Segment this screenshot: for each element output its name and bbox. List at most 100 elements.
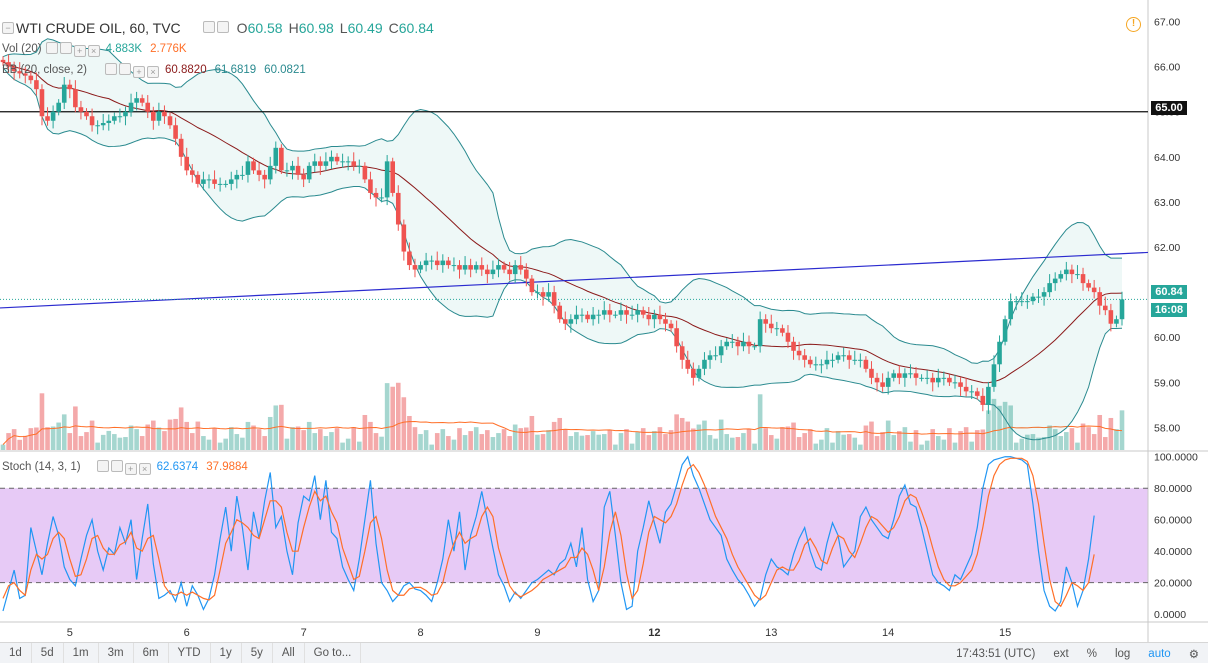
volume-bar (22, 435, 28, 450)
eye-icon[interactable] (96, 459, 109, 472)
close-icon[interactable]: × (138, 462, 151, 475)
range-1d[interactable]: 1d (0, 642, 32, 663)
candle-body (61, 84, 67, 103)
bb-upper-value: 61.6819 (214, 64, 257, 76)
candle-body (45, 116, 50, 121)
volume-bar (245, 421, 251, 450)
range-1m[interactable]: 1m (64, 642, 99, 663)
volume-bar (1080, 423, 1086, 450)
percent-toggle[interactable]: % (1086, 647, 1097, 660)
volume-bar (858, 444, 863, 450)
candle-body (685, 359, 691, 369)
volume-bar (1041, 437, 1047, 450)
volume-bar (613, 444, 618, 450)
candle-body (997, 341, 1002, 365)
candle-body (551, 292, 557, 306)
range-3m[interactable]: 3m (99, 642, 134, 663)
candle-body (1047, 283, 1052, 293)
candle-body (830, 359, 835, 361)
volume-bar (256, 429, 262, 450)
volume-bar (457, 428, 462, 450)
candle-body (251, 161, 256, 171)
stoch-k-value: 62.6374 (156, 461, 199, 473)
candle-body (841, 355, 846, 357)
candle-body (935, 377, 941, 383)
candle-body (228, 179, 234, 184)
volume-bar (195, 421, 201, 450)
range-5d[interactable]: 5d (32, 642, 64, 663)
log-toggle[interactable]: log (1114, 647, 1131, 660)
candle-body (574, 314, 579, 320)
candle-body (540, 292, 546, 297)
candle-body (791, 341, 796, 351)
volume-bar (585, 435, 590, 450)
candle-body (679, 346, 685, 360)
range-5y[interactable]: 5y (242, 642, 273, 663)
candle-body (267, 165, 273, 180)
volume-bar (835, 431, 841, 450)
eye-icon[interactable] (202, 20, 215, 33)
candle-body (674, 328, 679, 347)
volume-bar (1036, 437, 1041, 450)
candle-body (184, 156, 190, 171)
candle-body (980, 395, 986, 405)
stoch-tick-label: 60.0000 (1154, 515, 1192, 527)
range-6m[interactable]: 6m (134, 642, 169, 663)
candle-body (22, 73, 28, 76)
candle-body (529, 278, 535, 293)
candle-body (1041, 292, 1047, 297)
goto-button[interactable]: Go to... (305, 642, 362, 663)
candle-body (89, 116, 95, 126)
candle-body (874, 377, 880, 383)
settings-small-icon[interactable] (216, 20, 229, 33)
settings-small-icon[interactable] (110, 459, 123, 472)
collapse-icon[interactable]: − (2, 22, 14, 34)
add-icon[interactable]: + (73, 44, 86, 57)
candle-body (557, 305, 563, 320)
candle-body (429, 260, 434, 262)
close-icon[interactable]: × (87, 44, 100, 57)
volume-bar (596, 434, 601, 450)
gear-icon[interactable]: ⚙ (1188, 648, 1199, 661)
bb-upper-line (2, 38, 1123, 364)
eye-icon[interactable] (105, 62, 118, 75)
chart-canvas[interactable]: 67.0066.0065.0064.0063.0062.0061.0060.00… (0, 0, 1208, 642)
high-label: H (288, 20, 299, 36)
candle-body (6, 62, 11, 67)
add-icon[interactable]: + (133, 65, 146, 78)
settings-small-icon[interactable] (59, 41, 72, 54)
volume-bar (935, 436, 941, 450)
candle-body (262, 174, 267, 180)
candle-body (462, 265, 468, 270)
volume-bar (746, 429, 752, 450)
volume-bar (1019, 438, 1025, 450)
clock-alert-icon[interactable]: ! (1126, 17, 1141, 32)
volume-bar (841, 434, 846, 450)
eye-icon[interactable] (45, 41, 58, 54)
candle-body (1052, 278, 1058, 284)
candle-body (1097, 292, 1103, 306)
range-1y[interactable]: 1y (211, 642, 242, 663)
range-all[interactable]: All (273, 642, 305, 663)
ext-toggle[interactable]: ext (1053, 647, 1069, 660)
volume-bar (601, 434, 607, 450)
auto-toggle[interactable]: auto (1148, 647, 1171, 660)
volume-bar (958, 431, 963, 450)
settings-small-icon[interactable] (119, 62, 132, 75)
candle-body (696, 368, 702, 378)
candle-body (384, 161, 390, 198)
time-tick-label: 9 (534, 627, 540, 639)
candle-body (718, 346, 724, 356)
volume-bar (752, 443, 757, 450)
range-ytd[interactable]: YTD (169, 642, 211, 663)
volume-bar (624, 429, 629, 450)
volume-value: 4.883K (105, 43, 143, 55)
volume-bar (763, 428, 769, 450)
candle-body (596, 314, 601, 316)
volume-bar (724, 434, 730, 450)
volume-bar (846, 434, 852, 450)
volume-bar (262, 436, 267, 450)
add-icon[interactable]: + (124, 462, 137, 475)
close-icon[interactable]: × (147, 65, 160, 78)
bb-name: BB (20, close, 2) (2, 64, 88, 76)
